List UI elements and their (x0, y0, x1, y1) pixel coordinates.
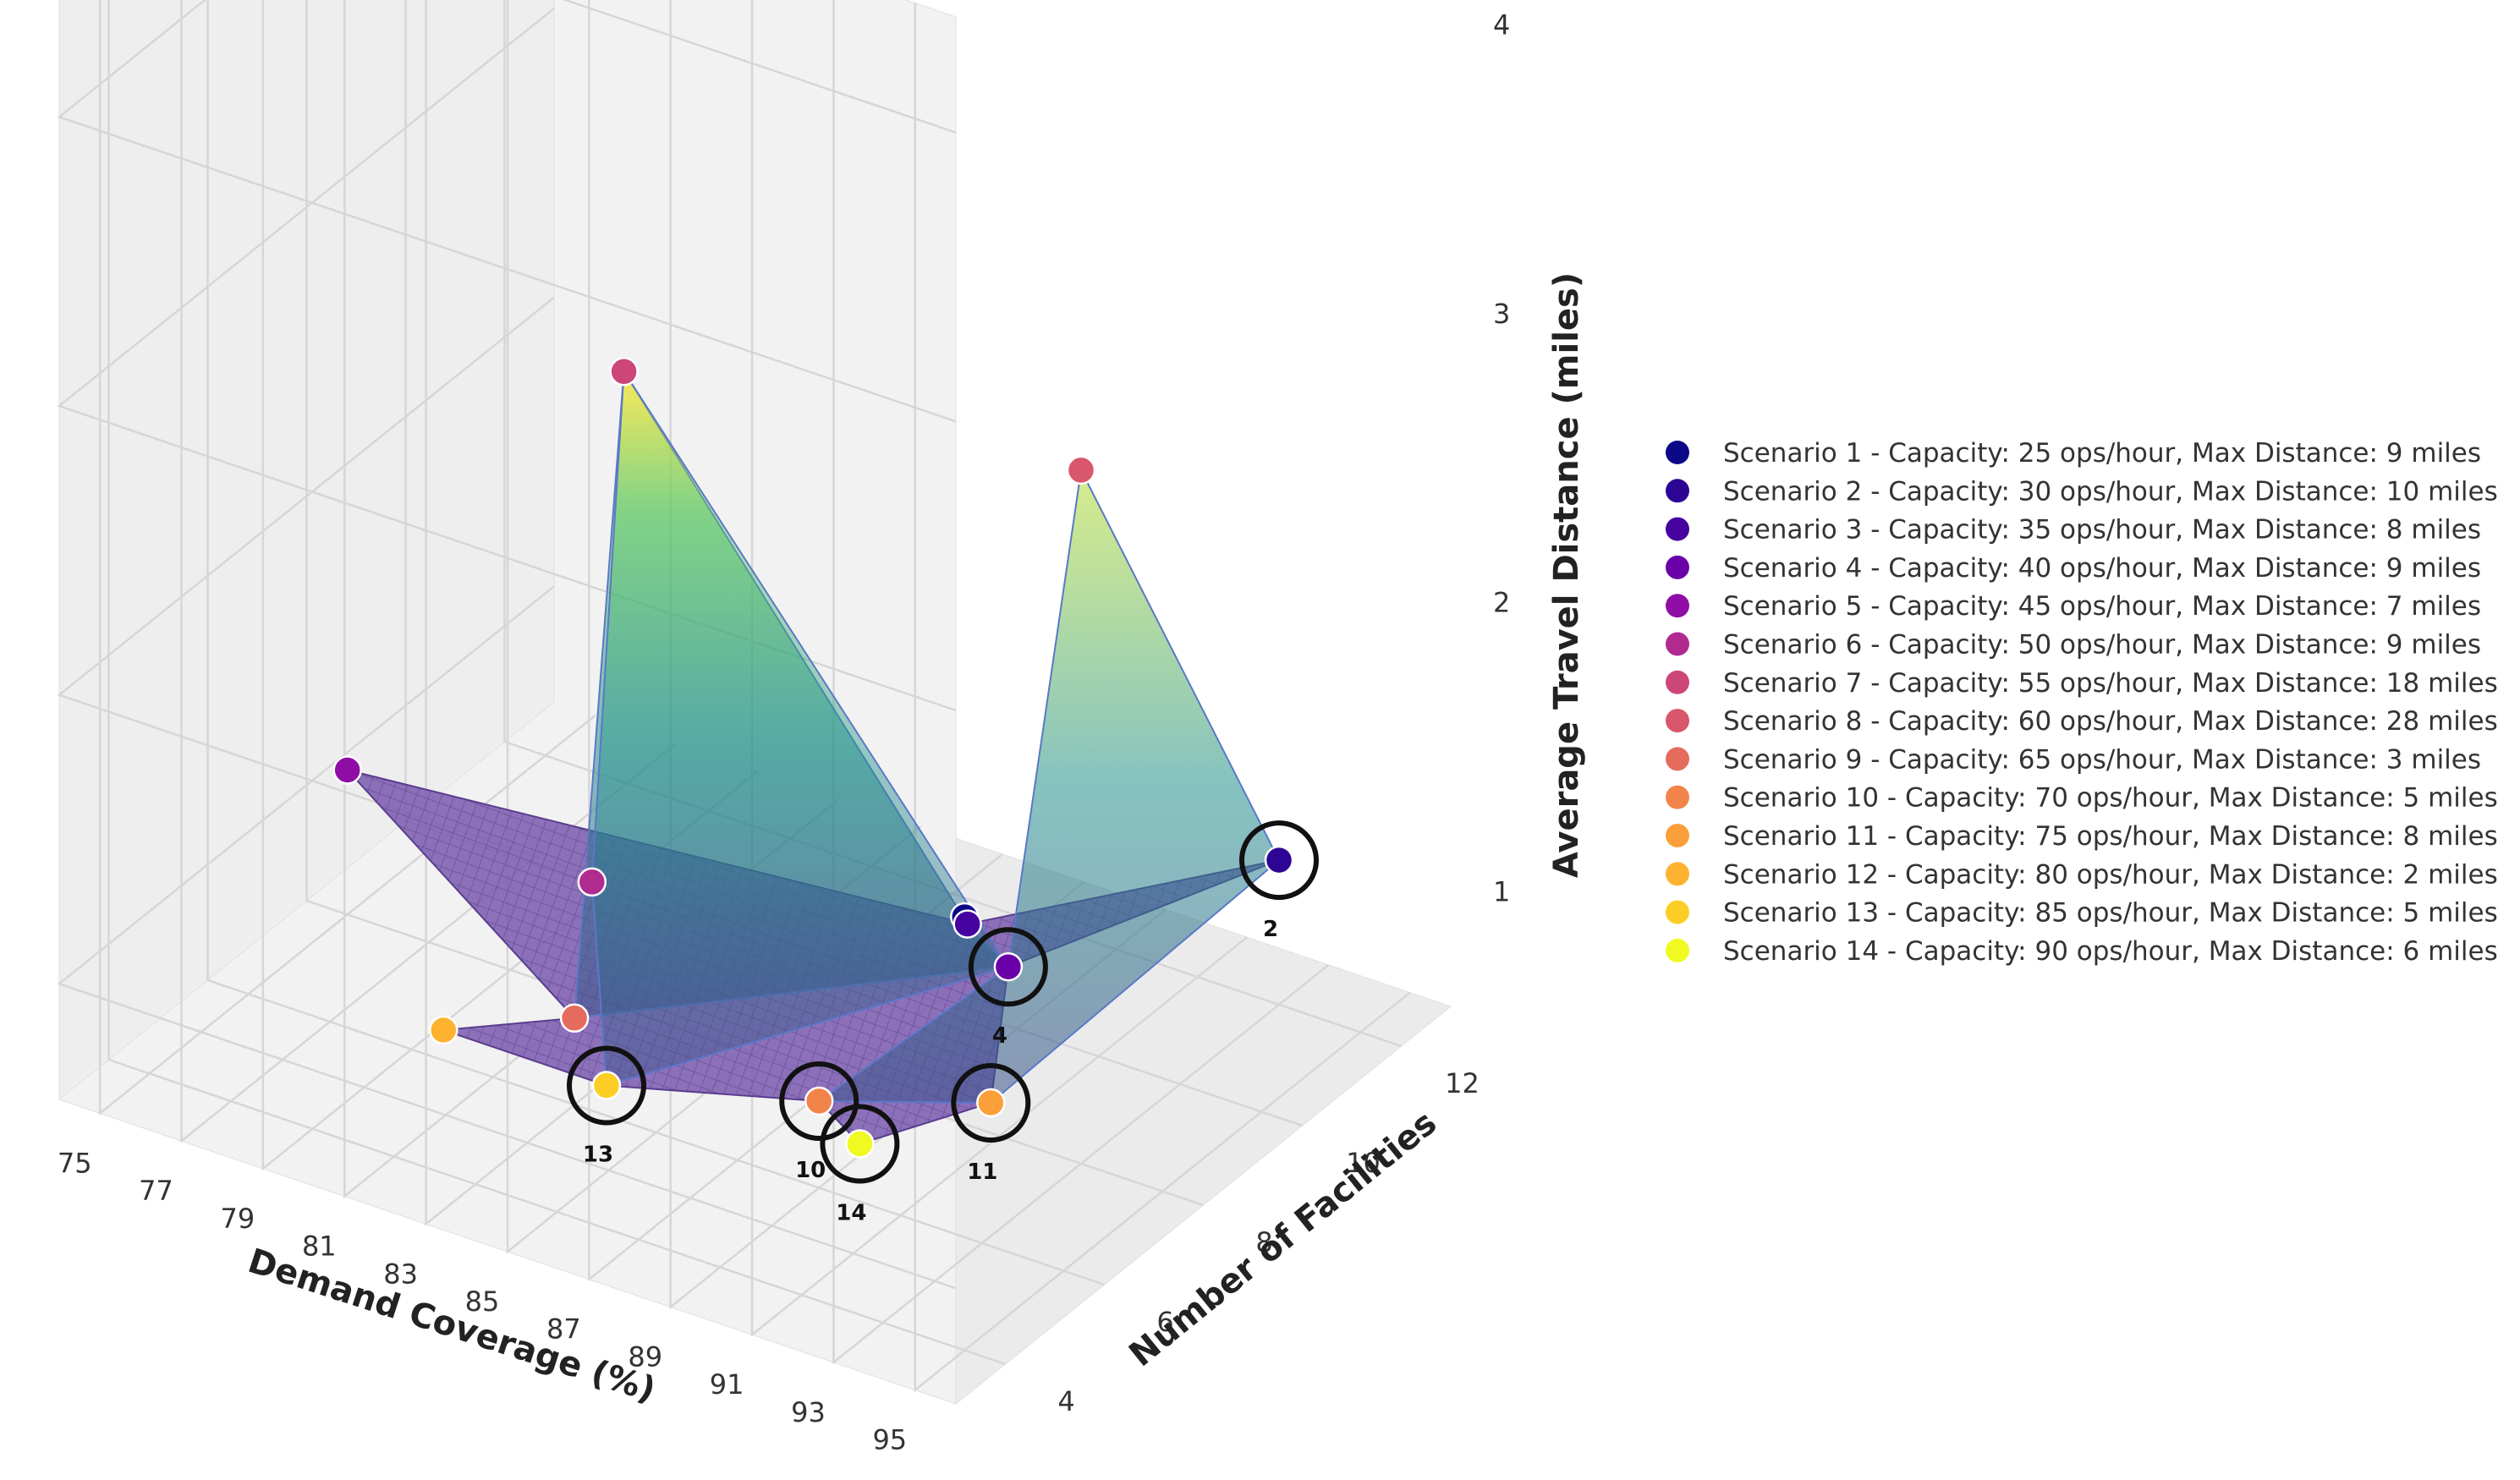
x-tick-labels: 75 77 79 81 83 85 87 89 91 93 95 (58, 1147, 907, 1455)
z-tick-labels: 12345 (1493, 8, 1510, 907)
x-tick-label: 95 (872, 1424, 907, 1456)
x-grid-line (750, 0, 1248, 1337)
z-tick-label: 2 (1493, 587, 1510, 619)
highlight-ring (779, 1061, 859, 1141)
legend-label: Scenario 7 - Capacity: 55 ops/hour, Max … (1723, 668, 2498, 699)
legend-label: Scenario 6 - Capacity: 50 ops/hour, Max … (1723, 630, 2481, 661)
scenario-point (429, 1015, 458, 1045)
z-tick-label: 1 (1493, 875, 1510, 907)
y-tick-label: 4 (1057, 1385, 1074, 1417)
legend-marker (1666, 938, 1689, 962)
x-tick-label: 89 (628, 1341, 662, 1373)
z-axis-title: Average Travel Distance (miles) (1547, 272, 1586, 878)
scenario-point (976, 1088, 1006, 1118)
legend-marker (1666, 555, 1689, 579)
legend-marker (1666, 632, 1689, 656)
scenario-point (993, 951, 1024, 982)
y-tick-label: 12 (1445, 1067, 1480, 1099)
x-tick-label: 85 (465, 1285, 500, 1318)
z-grid-line (562, 0, 957, 134)
legend-marker (1666, 670, 1689, 694)
x-grid-line (832, 0, 1330, 1365)
scenario-point (559, 1003, 590, 1033)
legend-label: Scenario 3 - Capacity: 35 ops/hour, Max … (1723, 515, 2481, 545)
legend-marker (1666, 517, 1689, 541)
legend-label: Scenario 9 - Capacity: 65 ops/hour, Max … (1723, 744, 2481, 775)
legend-marker (1666, 709, 1689, 733)
legend-label: Scenario 13 - Capacity: 85 ops/hour, Max… (1723, 898, 2498, 929)
scenario-point (1264, 845, 1294, 875)
legend-marker (1666, 900, 1689, 924)
scenario-point (577, 867, 607, 897)
x-tick-label: 93 (791, 1396, 826, 1428)
scenario-point (1066, 455, 1096, 485)
y-grid-line (206, 0, 1105, 1286)
x-tick-label: 87 (546, 1313, 581, 1346)
x-tick-label: 79 (221, 1203, 255, 1235)
highlight-ring (1239, 820, 1319, 901)
legend-marker (1666, 824, 1689, 847)
legend-label: Scenario 4 - Capacity: 40 ops/hour, Max … (1723, 553, 2481, 584)
x-tick-label: 77 (139, 1175, 173, 1207)
x-tick-label: 81 (302, 1231, 337, 1263)
surface-plot (344, 369, 1281, 1145)
legend-marker (1666, 785, 1689, 809)
legend-marker (1666, 479, 1689, 503)
scenario-point (332, 755, 362, 785)
scenario-annotation: 11 (967, 1159, 997, 1185)
x-tick-label: 75 (58, 1147, 92, 1179)
z-tick-label: 3 (1493, 298, 1510, 330)
legend-label: Scenario 12 - Capacity: 80 ops/hour, Max… (1723, 859, 2498, 890)
scenario-annotation: 2 (1263, 917, 1278, 942)
legend-label: Scenario 8 - Capacity: 60 ops/hour, Max … (1723, 706, 2498, 737)
scenario-point (845, 1129, 875, 1159)
legend-label: Scenario 14 - Capacity: 90 ops/hour, Max… (1723, 936, 2498, 967)
scenario-annotation: 4 (992, 1023, 1007, 1049)
scenario-point (953, 909, 982, 939)
highlight-ring (951, 1063, 1031, 1143)
annotations: 2 4 10 11 13 14 (567, 820, 1319, 1226)
y-tick-label: 10 (1346, 1147, 1381, 1179)
y-grid-line (107, 0, 1006, 1366)
scenario-point (591, 1071, 622, 1100)
scenario-point (609, 357, 639, 386)
z-grid-line (57, 0, 957, 423)
legend-label: Scenario 5 - Capacity: 45 ops/hour, Max … (1723, 591, 2481, 622)
scenario-annotation: 14 (836, 1201, 866, 1226)
legend-marker (1666, 747, 1689, 771)
highlight-ring (968, 927, 1048, 1007)
legend-label: Scenario 11 - Capacity: 75 ops/hour, Max… (1723, 821, 2498, 852)
highlight-ring (567, 1045, 646, 1126)
highlight-ring (820, 1104, 900, 1184)
scenario-annotation: 13 (583, 1143, 613, 1168)
scenario-annotation: 10 (795, 1158, 826, 1183)
data-points (332, 357, 1294, 1159)
legend: Scenario 1 - Capacity: 25 ops/hour, Max … (1666, 438, 2498, 967)
legend-label: Scenario 10 - Capacity: 70 ops/hour, Max… (1723, 783, 2498, 814)
z-grid-line (57, 585, 957, 1290)
legend-marker (1666, 862, 1689, 886)
legend-label: Scenario 1 - Capacity: 25 ops/hour, Max … (1723, 438, 2481, 469)
y-tick-labels: 4 6 8 10 12 (1057, 1067, 1480, 1417)
x-grid-line (914, 3, 1411, 1393)
x-tick-label: 83 (383, 1258, 418, 1290)
legend-marker (1666, 441, 1689, 464)
x-tick-label: 91 (710, 1368, 744, 1401)
y-tick-label: 8 (1255, 1226, 1272, 1258)
z-tick-label: 4 (1493, 8, 1510, 41)
y-tick-label: 6 (1156, 1306, 1173, 1338)
scenario-point (804, 1086, 834, 1116)
legend-marker (1666, 594, 1689, 618)
legend-label: Scenario 2 - Capacity: 30 ops/hour, Max … (1723, 476, 2498, 507)
